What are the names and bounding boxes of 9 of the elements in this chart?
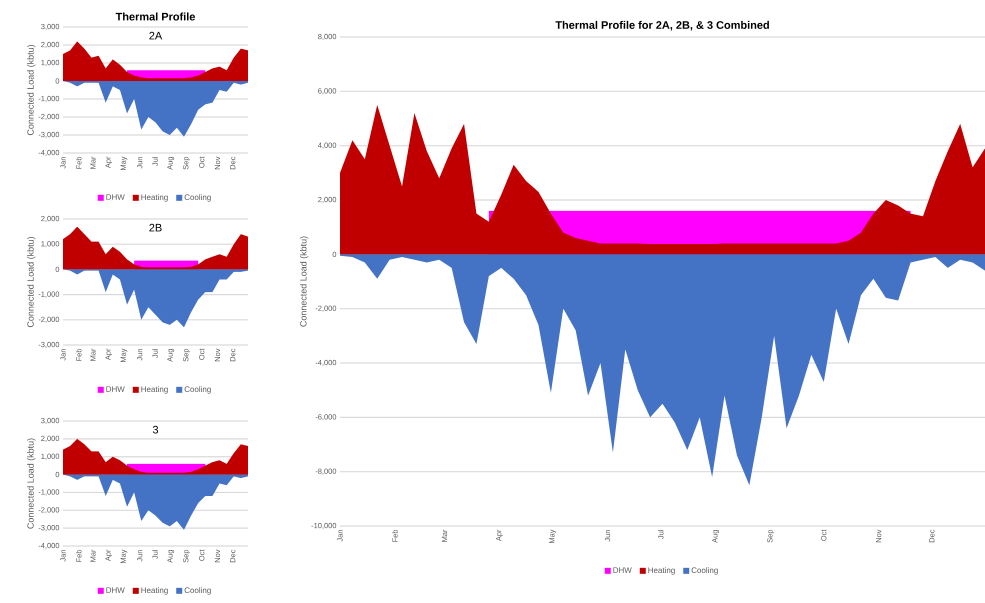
chart-title: Thermal Profile for 2A, 2B, & 3 Combined [555, 20, 769, 31]
chart-subtitle: 2A [149, 32, 162, 40]
y-axis-title: Connected Load (kbtu) [27, 236, 36, 328]
y-axis-title: Connected Load (kbtu) [300, 236, 308, 327]
chart-subtitle: 2B [149, 224, 162, 232]
y-axis-title: Connected Load (kbtu) [27, 44, 36, 136]
y-axis-title: Connected Load (kbtu) [27, 438, 36, 529]
chart-title: Thermal Profile [116, 12, 196, 21]
chart-subtitle: 3 [152, 426, 158, 434]
